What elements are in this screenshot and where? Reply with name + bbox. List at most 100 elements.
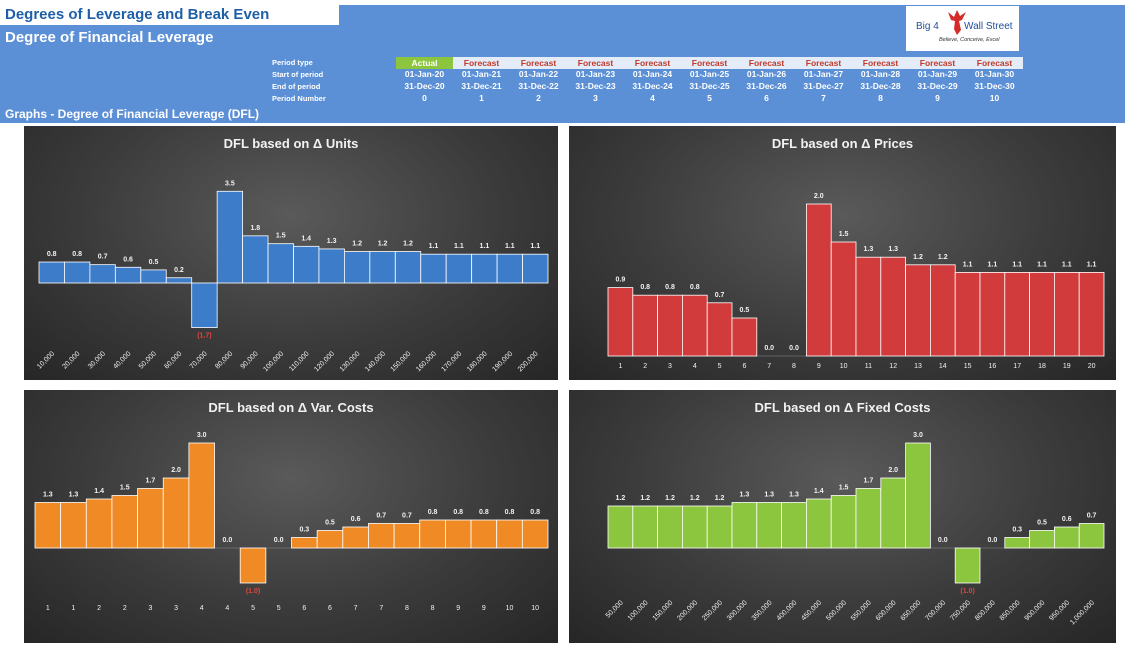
tick-label: 1 — [46, 605, 50, 612]
period-type-cell: Forecast — [453, 57, 510, 69]
period-end-cell: 31-Dec-21 — [461, 81, 502, 91]
period-type-cell: Forecast — [681, 57, 738, 69]
tick-label: 900,000 — [1024, 599, 1047, 622]
bar — [342, 526, 369, 549]
bar — [137, 488, 164, 549]
tick-label: 2 — [123, 605, 127, 612]
logo-tagline: Believe, Conceive, Excel — [939, 37, 1000, 43]
bar — [1004, 537, 1030, 549]
data-label: 2.0 — [888, 467, 898, 474]
data-label: 1.2 — [938, 254, 948, 261]
chart-panel-var-costs: DFL based on Δ Var. Costs 1.3 1 1.3 1 1.4 2 1.… — [24, 390, 558, 643]
tick-label: 7 — [354, 605, 358, 612]
tick-label: 8 — [431, 605, 435, 612]
tick-label: 800,000 — [974, 599, 997, 622]
bar — [267, 243, 294, 284]
bar — [444, 519, 472, 549]
tick-label: 14 — [939, 363, 947, 370]
period-number-cell: 7 — [821, 93, 826, 103]
bar — [419, 519, 446, 549]
chart-panel-prices: DFL based on Δ Prices 0.9 1 0.8 2 0.8 3 0.8 4 0.… — [569, 126, 1116, 380]
period-start-cell: 01-Jan-23 — [575, 69, 616, 79]
tick-label: 400,000 — [776, 599, 799, 622]
tick-label: 18 — [1038, 363, 1046, 370]
tick-label: 4 — [693, 363, 697, 370]
data-label: 1.1 — [988, 261, 998, 268]
data-label: 1.3 — [764, 492, 774, 499]
period-start-cell: 01-Jan-30 — [974, 69, 1015, 79]
bar — [420, 253, 447, 284]
data-label: 1.7 — [146, 478, 156, 485]
tick-label: 4 — [200, 605, 204, 612]
data-label: 1.2 — [378, 241, 388, 248]
logo: Big 4 Wall Street Believe, Conceive, Exc… — [906, 6, 1019, 51]
period-end-cell: 31-Dec-25 — [689, 81, 730, 91]
data-label: 1.4 — [94, 488, 104, 495]
tick-label: 6 — [742, 363, 746, 370]
bar — [521, 519, 549, 549]
data-label: 1.5 — [120, 485, 130, 492]
chart-svg-units: 0.8 10,000 0.8 20,000 0.7 30,000 0.6 40,000 0.5 5… — [36, 180, 549, 373]
tick-label: 60,000 — [163, 350, 183, 370]
tick-label: 12 — [889, 363, 897, 370]
bar — [1004, 271, 1030, 357]
data-label: 0.8 — [453, 509, 463, 516]
data-label: 0.3 — [1012, 527, 1022, 534]
period-end-cell: 31-Dec-29 — [917, 81, 958, 91]
period-number-cell: 3 — [593, 93, 598, 103]
bar — [216, 190, 243, 284]
bar — [805, 498, 832, 549]
tick-label: 7 — [767, 363, 771, 370]
tick-label: 950,000 — [1048, 599, 1071, 622]
data-label: (1.0) — [246, 588, 260, 595]
bar — [445, 253, 473, 284]
tick-label: 50,000 — [138, 350, 158, 370]
data-label: 1.3 — [327, 238, 337, 245]
row-label-number: Period Number — [272, 94, 326, 103]
tick-label: 5 — [277, 605, 281, 612]
period-start-cell: 01-Jan-28 — [860, 69, 901, 79]
data-label: 0.5 — [149, 259, 159, 266]
tick-label: 30,000 — [87, 350, 107, 370]
tick-label: 100,000 — [627, 599, 650, 622]
data-label: 1.1 — [1062, 261, 1072, 268]
tick-label: 19 — [1063, 363, 1071, 370]
tick-label: 250,000 — [701, 599, 724, 622]
bar — [60, 502, 87, 549]
period-number-cell: 5 — [707, 93, 712, 103]
tick-label: 700,000 — [924, 599, 947, 622]
bar — [607, 505, 634, 549]
period-end-cell: 31-Dec-30 — [974, 81, 1015, 91]
tick-label: 5 — [718, 363, 722, 370]
tick-label: 90,000 — [240, 350, 260, 370]
data-label: 0.0 — [764, 345, 774, 352]
bar — [89, 264, 116, 284]
period-start-cell: 01-Jan-22 — [518, 69, 559, 79]
data-label: 0.6 — [351, 516, 361, 523]
data-label: 1.2 — [665, 495, 675, 502]
data-label: 1.5 — [276, 233, 286, 240]
data-label: 0.0 — [274, 537, 284, 544]
bar — [140, 269, 167, 284]
data-label: 3.5 — [225, 180, 235, 187]
period-type-cell: Forecast — [795, 57, 852, 69]
bar — [188, 442, 215, 549]
data-label: 3.0 — [913, 432, 923, 439]
period-start-cell: 01-Jan-26 — [746, 69, 787, 79]
chart-title-var-costs: DFL based on Δ Var. Costs — [208, 400, 374, 415]
data-label: 1.8 — [250, 225, 260, 232]
period-end-cell: 31-Dec-24 — [632, 81, 673, 91]
data-label: 0.8 — [428, 509, 438, 516]
bar — [1029, 530, 1055, 549]
bar — [954, 271, 981, 357]
data-label: 1.3 — [864, 246, 874, 253]
period-type-cell: Forecast — [567, 57, 624, 69]
tick-label: 40,000 — [112, 350, 132, 370]
tick-label: 6 — [302, 605, 306, 612]
data-label: 1.2 — [403, 241, 413, 248]
data-label: 1.3 — [888, 246, 898, 253]
bar — [114, 266, 142, 284]
data-label: 3.0 — [197, 432, 207, 439]
chart-svg-fixed-costs: 1.2 50,000 1.2 100,000 1.2 150,000 1.2 200,000 1… — [605, 432, 1105, 626]
data-label: (1.7) — [197, 333, 211, 340]
